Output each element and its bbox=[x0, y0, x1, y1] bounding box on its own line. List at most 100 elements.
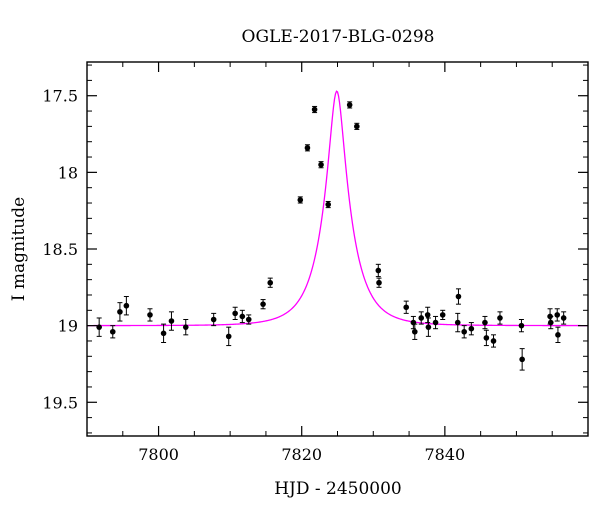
point-marker bbox=[554, 312, 561, 318]
data-point bbox=[403, 300, 410, 314]
data-point bbox=[210, 312, 217, 327]
point-marker bbox=[109, 328, 116, 335]
point-marker bbox=[267, 279, 274, 286]
point-marker bbox=[297, 197, 304, 203]
point-marker bbox=[311, 106, 318, 113]
point-marker bbox=[210, 316, 217, 323]
data-point bbox=[245, 314, 252, 325]
point-marker bbox=[354, 123, 360, 130]
data-point bbox=[96, 317, 102, 337]
point-marker bbox=[376, 279, 382, 286]
data-point bbox=[418, 311, 425, 325]
data-point bbox=[304, 144, 311, 152]
point-marker bbox=[482, 319, 488, 326]
x-tick-label: 7800 bbox=[138, 445, 179, 464]
point-marker bbox=[318, 161, 324, 168]
data-point bbox=[297, 196, 304, 204]
data-point bbox=[239, 309, 246, 324]
data-point bbox=[482, 315, 488, 330]
data-point bbox=[260, 299, 266, 310]
chart-title: OGLE-2017-BLG-0298 bbox=[242, 27, 435, 47]
point-marker bbox=[425, 324, 432, 330]
model-curve bbox=[87, 90, 588, 327]
data-point bbox=[376, 277, 382, 288]
point-marker bbox=[403, 304, 410, 311]
model-curve-layer bbox=[87, 90, 588, 327]
point-marker bbox=[483, 335, 490, 341]
data-point bbox=[117, 302, 123, 322]
point-marker bbox=[468, 325, 475, 332]
y-axis-label: I magnitude bbox=[9, 197, 29, 301]
x-tick-label: 7820 bbox=[281, 445, 322, 464]
point-marker bbox=[232, 310, 238, 317]
data-point bbox=[346, 101, 353, 109]
point-marker bbox=[182, 324, 189, 330]
point-marker bbox=[168, 318, 175, 324]
data-point bbox=[468, 322, 475, 336]
data-point bbox=[123, 296, 130, 316]
point-marker bbox=[418, 315, 425, 321]
x-tick-label: 7840 bbox=[424, 445, 465, 464]
point-marker bbox=[245, 316, 252, 323]
data-point bbox=[518, 319, 525, 333]
point-marker bbox=[518, 322, 525, 329]
data-point bbox=[232, 306, 238, 321]
point-marker bbox=[160, 330, 167, 337]
data-point bbox=[455, 288, 462, 305]
point-marker bbox=[375, 267, 382, 274]
data-point bbox=[160, 323, 167, 343]
data-point bbox=[225, 326, 232, 347]
data-point bbox=[425, 317, 432, 337]
data-point bbox=[311, 105, 318, 114]
y-tick-label: 18 bbox=[58, 163, 78, 182]
point-marker bbox=[439, 312, 446, 318]
data-point bbox=[461, 325, 467, 339]
y-tick-label: 19 bbox=[58, 317, 78, 336]
y-tick-label: 19.5 bbox=[42, 393, 78, 412]
point-marker bbox=[455, 293, 462, 300]
data-point bbox=[424, 306, 431, 324]
data-point bbox=[560, 311, 567, 325]
data-point bbox=[318, 161, 324, 169]
y-tick-label: 18.5 bbox=[42, 240, 78, 259]
data-point bbox=[354, 122, 360, 130]
point-marker bbox=[225, 333, 232, 340]
data-point bbox=[483, 329, 490, 347]
point-marker bbox=[454, 319, 461, 326]
point-marker bbox=[432, 319, 439, 326]
axis-ticks: 7800 7820 7840 17.5 18 18.5 19 19.5 bbox=[42, 62, 589, 464]
point-marker bbox=[424, 312, 431, 318]
point-marker bbox=[411, 328, 418, 335]
data-point bbox=[454, 312, 461, 333]
point-marker bbox=[560, 315, 567, 321]
data-point bbox=[147, 308, 153, 322]
point-marker bbox=[239, 313, 246, 320]
data-point bbox=[325, 200, 331, 209]
data-point bbox=[497, 311, 503, 325]
data-point bbox=[411, 323, 418, 340]
data-point bbox=[410, 315, 417, 330]
data-point bbox=[267, 277, 274, 288]
point-marker bbox=[304, 145, 311, 151]
point-marker bbox=[96, 324, 102, 330]
point-marker bbox=[461, 328, 467, 335]
point-marker bbox=[325, 201, 331, 208]
data-point bbox=[554, 308, 561, 322]
point-marker bbox=[555, 332, 561, 338]
plot-frame bbox=[86, 61, 589, 437]
point-marker bbox=[260, 301, 266, 307]
data-point bbox=[182, 319, 189, 336]
data-point bbox=[168, 311, 175, 331]
point-marker bbox=[346, 102, 353, 108]
y-tick-label: 17.5 bbox=[42, 87, 78, 106]
data-point bbox=[555, 326, 561, 343]
data-point bbox=[547, 315, 554, 330]
data-point bbox=[490, 334, 497, 348]
point-marker bbox=[123, 302, 130, 309]
point-marker bbox=[490, 338, 497, 344]
data-point bbox=[109, 325, 116, 339]
data-point bbox=[375, 263, 382, 278]
point-marker bbox=[117, 309, 123, 315]
data-points-layer bbox=[96, 101, 567, 371]
